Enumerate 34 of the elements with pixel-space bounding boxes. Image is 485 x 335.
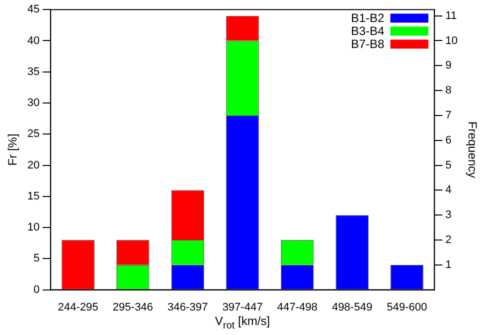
legend-label: B3-B4: [351, 24, 385, 38]
y2-tick-label: 3: [445, 209, 452, 222]
x-tick-label: 346-397: [167, 301, 208, 314]
x-tick-label: 498-549: [332, 301, 372, 314]
x-axis-title: V$_{rot}$ [km/s]: [214, 314, 272, 331]
x-tick-label: 549-600: [386, 301, 428, 314]
legend-label: B1-B2: [351, 10, 385, 25]
y2-tick-label: 11: [445, 10, 457, 22]
x-tick-label: 397-447: [222, 301, 263, 314]
y2-tick-label: 5: [445, 159, 452, 172]
x-tick-label: 244-295: [58, 301, 98, 314]
y-tick-label: 20: [27, 159, 40, 172]
y2-tick-label: 6: [445, 134, 452, 146]
y-tick-label: 30: [27, 97, 40, 110]
y2-tick-label: 9: [445, 60, 452, 72]
y2-tick-label: 4: [445, 184, 452, 196]
y-axis-title: Fr [%]: [6, 134, 20, 166]
y-tick-label: 25: [27, 128, 40, 140]
x-tick-label: 295-346: [112, 301, 154, 314]
y2-tick-label: 8: [445, 84, 452, 97]
y-tick-label: 5: [34, 252, 40, 265]
y2-tick-label: 7: [445, 109, 452, 122]
y2-tick-label: 2: [445, 234, 452, 246]
x-tick-label: 447-498: [277, 301, 318, 314]
y2-axis-title: Frequency: [465, 121, 480, 178]
legend-label: B7-B8: [351, 36, 385, 51]
y-tick-label: 35: [27, 66, 40, 78]
y-tick-label: 10: [27, 222, 40, 234]
y-tick-label: 45: [27, 4, 40, 16]
y2-tick-label: 10: [445, 34, 458, 47]
y2-tick-label: 1: [445, 258, 452, 271]
y-tick-label: 0: [34, 284, 40, 296]
y-tick-label: 15: [27, 190, 40, 202]
y-tick-label: 40: [27, 34, 40, 47]
